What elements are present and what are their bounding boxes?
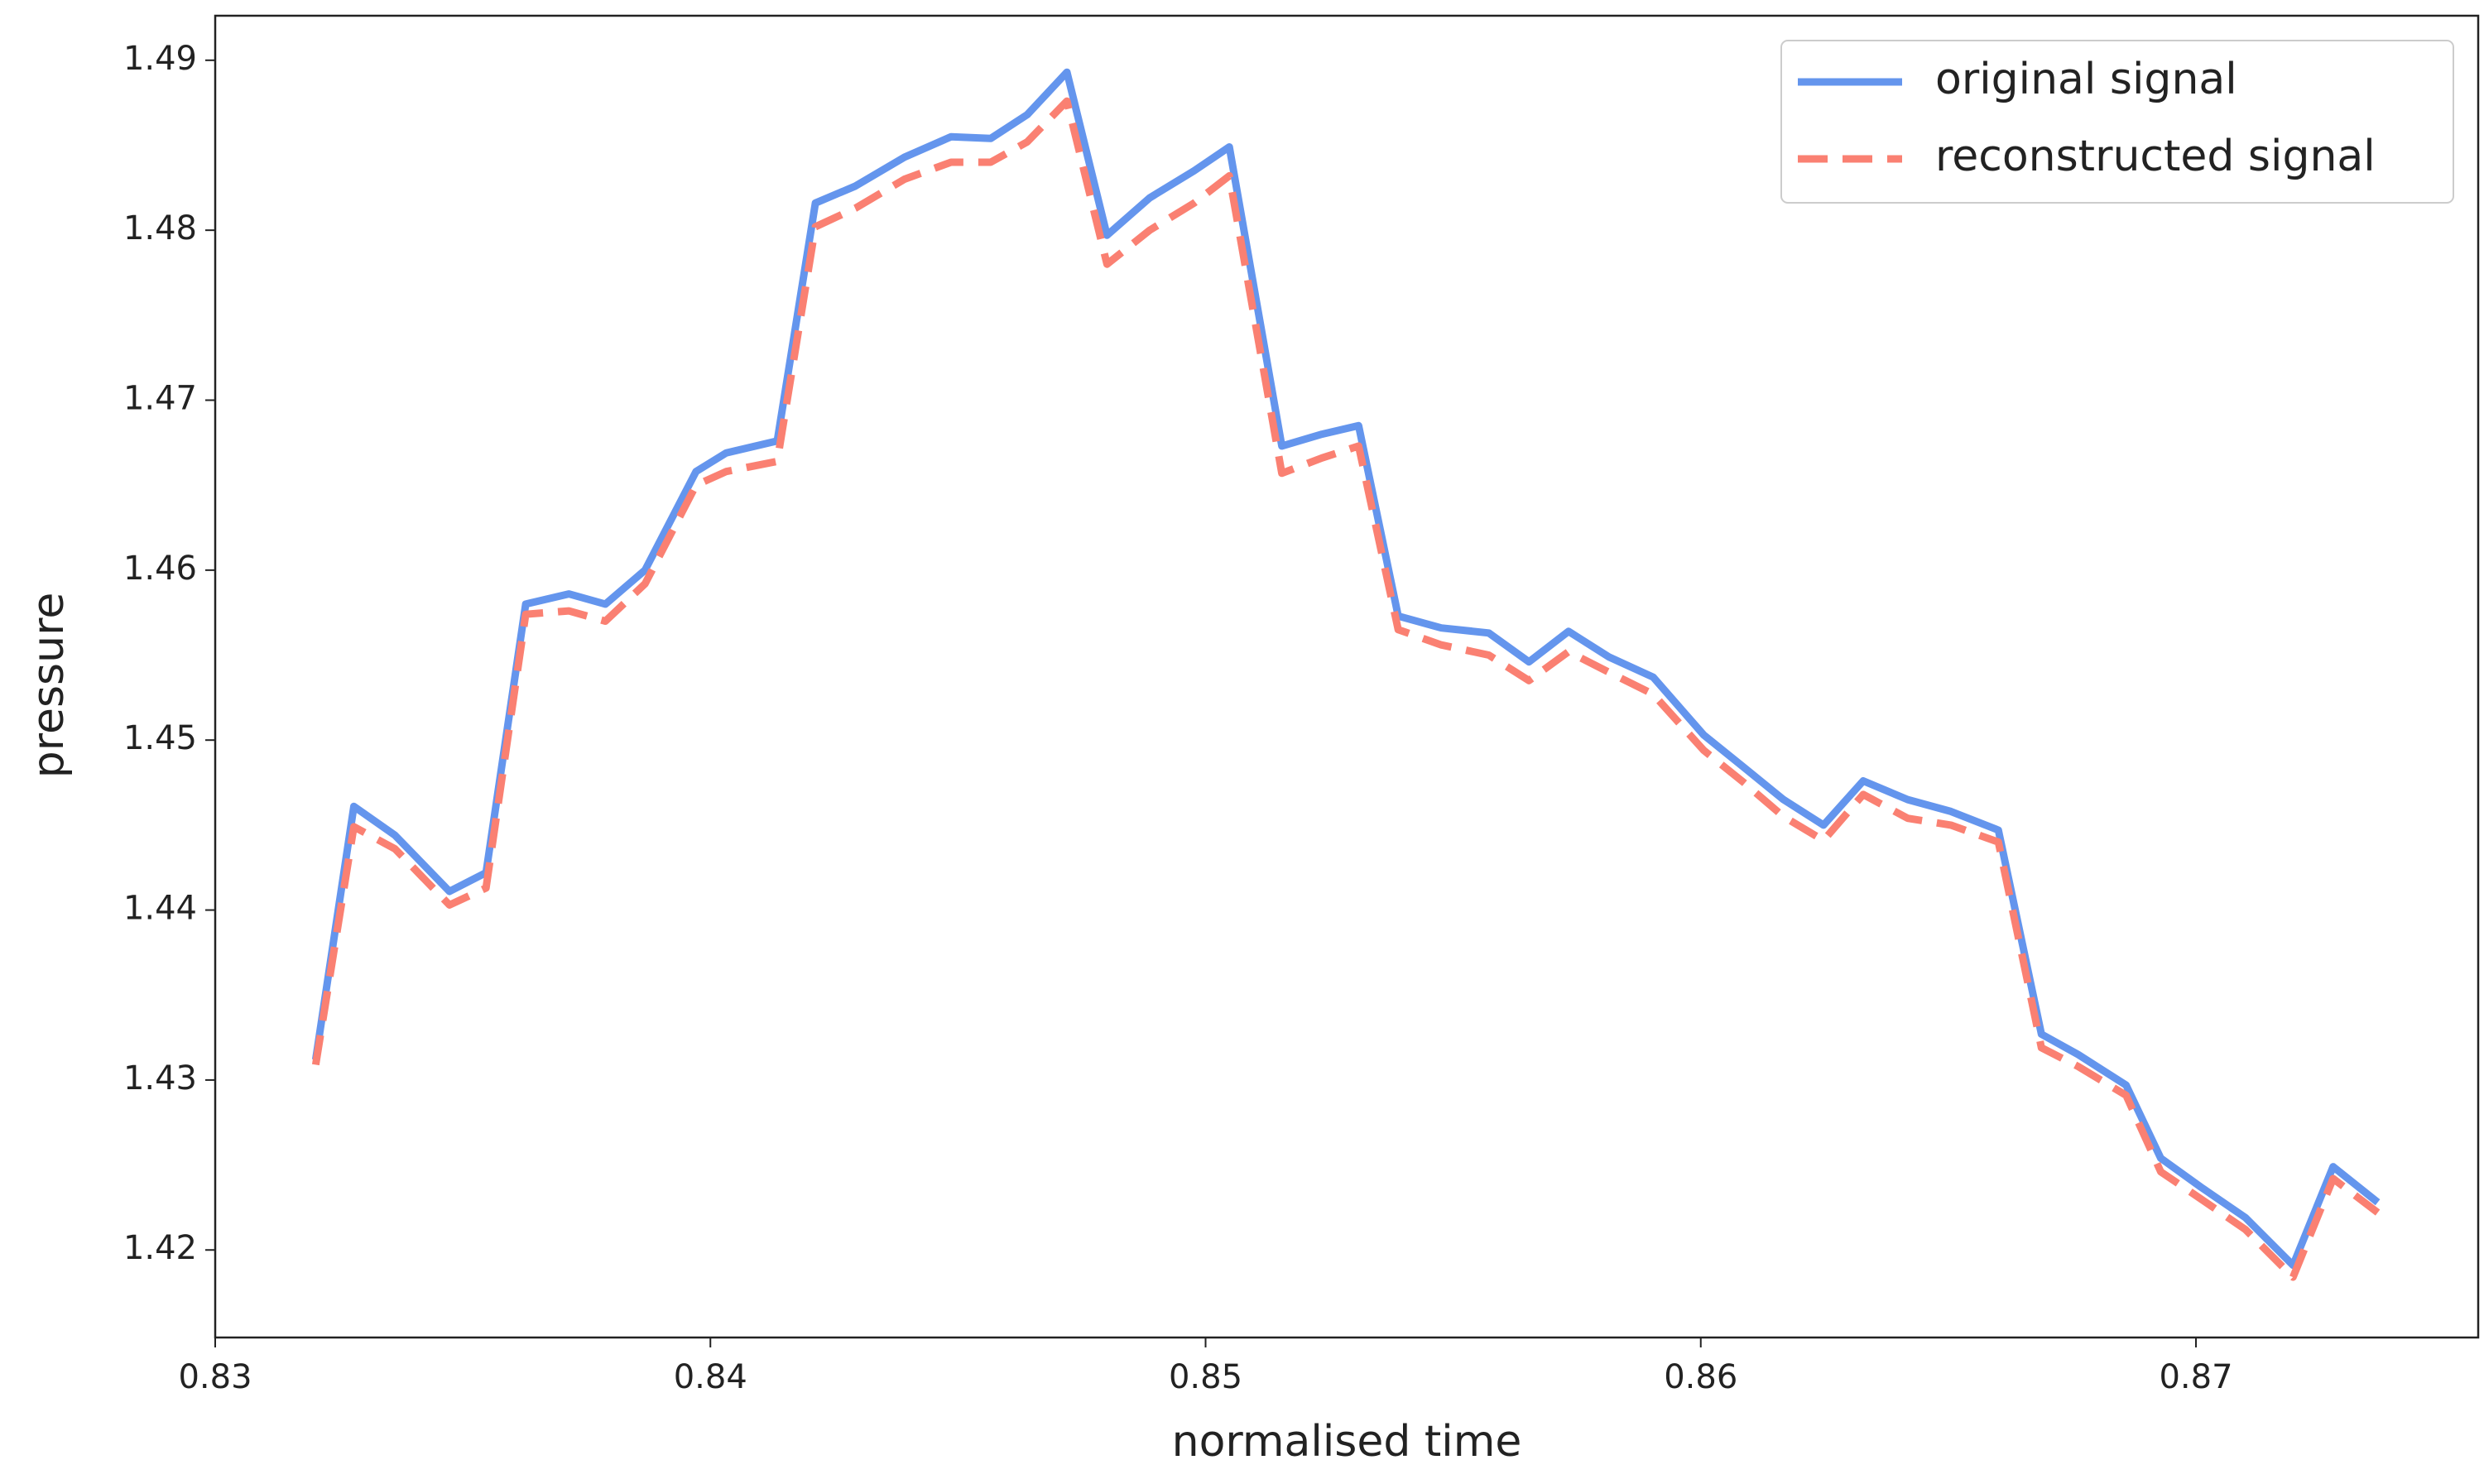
y-tick-label: 1.49: [123, 40, 197, 78]
y-tick-label: 1.42: [123, 1229, 197, 1267]
x-axis-label: normalised time: [1172, 1417, 1522, 1467]
x-tick-label: 0.83: [178, 1358, 252, 1396]
legend-label: reconstructed signal: [1935, 132, 2376, 181]
y-tick-label: 1.46: [123, 550, 197, 588]
y-axis-label: pressure: [24, 593, 74, 779]
y-tick-label: 1.43: [123, 1059, 197, 1097]
y-tick-label: 1.45: [123, 719, 197, 757]
x-tick-label: 0.84: [674, 1358, 747, 1396]
x-tick-label: 0.86: [1664, 1358, 1737, 1396]
y-tick-label: 1.48: [123, 209, 197, 247]
legend-label: original signal: [1935, 55, 2237, 104]
series-line: [311, 97, 2381, 1281]
legend: original signal reconstructed signal: [1780, 40, 2454, 204]
y-tick-label: 1.44: [123, 890, 197, 928]
legend-box: [1780, 40, 2454, 204]
axes-frame: [214, 14, 2480, 1339]
x-tick-label: 0.85: [1169, 1358, 1242, 1396]
y-tick-label: 1.47: [123, 379, 197, 417]
x-tick-label: 0.87: [2159, 1358, 2232, 1396]
